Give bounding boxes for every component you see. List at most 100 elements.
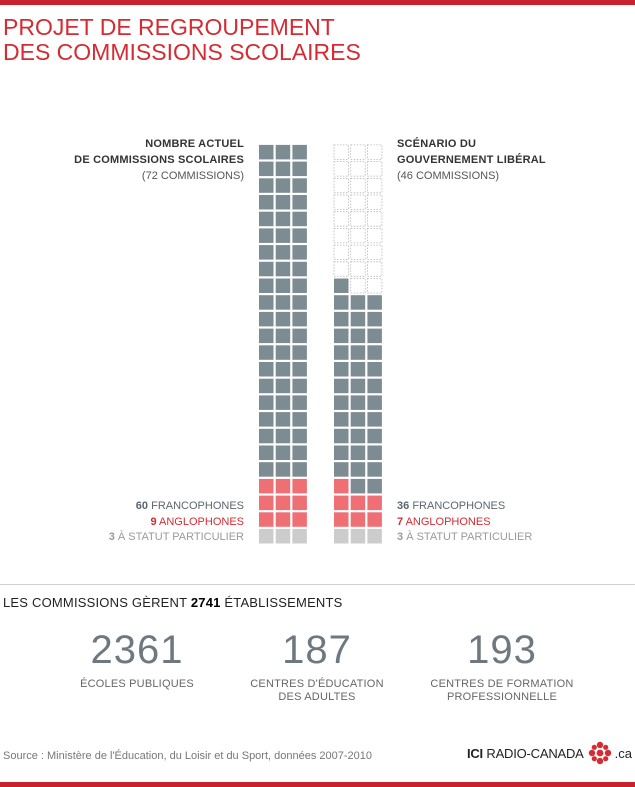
legend-scenario-francophones: 36 FRANCOPHONES	[397, 499, 532, 515]
empty-cell	[366, 194, 383, 210]
left-label-line-1: NOMBRE ACTUEL	[145, 138, 244, 150]
francophone-cell	[292, 412, 307, 427]
francophone-cell	[275, 144, 291, 160]
liberal-scenario-label: SCÉNARIO DU GOUVERNEMENT LIBÉRAL (46 COM…	[397, 136, 546, 184]
legend-current-francophones: 60 FRANCOPHONES	[109, 499, 244, 515]
establishments-suffix: ÉTABLISSEMENTS	[224, 595, 343, 610]
francophone-cell	[292, 311, 307, 327]
francophone-cell	[275, 278, 291, 293]
francophone-cell	[334, 378, 349, 394]
francophone-cell	[367, 378, 382, 394]
source-note: Source : Ministère de l'Éducation, du Lo…	[3, 750, 372, 762]
anglophone-cell	[259, 495, 274, 511]
francophone-cell	[275, 328, 291, 344]
empty-cell	[366, 144, 383, 160]
francophone-cell	[334, 295, 349, 310]
left-label-line-2: DE COMMISSIONS SCOLAIRES	[74, 154, 244, 166]
francophone-cell	[367, 362, 382, 377]
francophone-cell	[275, 295, 291, 310]
francophone-cell	[275, 211, 291, 227]
empty-cell	[333, 194, 349, 210]
francophone-cell	[350, 345, 366, 360]
francophone-cell	[292, 228, 307, 243]
francophone-cell	[367, 462, 382, 477]
stat-caption-line-1: CENTRES DE FORMATION	[430, 678, 574, 690]
francophone-cell	[292, 278, 307, 293]
waffle-charts	[259, 144, 383, 544]
empty-cell	[350, 227, 366, 244]
francophone-cell	[350, 428, 366, 444]
francophone-cell	[292, 245, 307, 260]
francophone-cell	[334, 345, 349, 360]
left-label-count: (72 COMMISSIONS)	[141, 170, 244, 182]
francophone-cell	[350, 295, 366, 310]
title-line-2: DES COMMISSIONS SCOLAIRES	[3, 39, 361, 65]
right-label-line-2: GOUVERNEMENT LIBÉRAL	[397, 154, 546, 166]
francophone-cell	[259, 278, 274, 293]
francophone-cell	[259, 328, 274, 344]
stat-caption: ÉCOLES PUBLIQUES	[57, 678, 217, 691]
logo-brand: RADIO-CANADA	[486, 745, 584, 761]
francophone-cell	[334, 462, 349, 477]
francophone-cell	[259, 362, 274, 377]
francophone-cell	[292, 328, 307, 344]
empty-cell	[366, 161, 383, 177]
anglophone-cell	[259, 512, 274, 527]
cbc-gem-icon	[588, 741, 611, 765]
francophone-cell	[259, 228, 274, 243]
francophone-cell	[334, 311, 349, 327]
francophone-cell	[275, 378, 291, 394]
francophone-cell	[259, 261, 274, 277]
empty-cell	[366, 261, 383, 277]
legend-value: 36	[397, 500, 410, 512]
stat-value: 193	[467, 628, 537, 672]
stat-caption: CENTRES D'ÉDUCATION DES ADULTES	[237, 678, 397, 704]
empty-cell	[366, 278, 383, 294]
francophone-cell	[350, 362, 366, 377]
establishments-prefix: LES COMMISSIONS GÈRENT	[3, 595, 188, 610]
legend-current: 60 FRANCOPHONES 9 ANGLOPHONES 3 À STATUT…	[109, 499, 244, 546]
francophone-cell	[275, 228, 291, 243]
special-status-cell	[275, 529, 291, 544]
francophone-cell	[259, 395, 274, 410]
empty-cell	[350, 278, 366, 294]
francophone-cell	[259, 311, 274, 327]
francophone-cell	[259, 345, 274, 360]
empty-cell	[333, 144, 349, 160]
empty-cell	[350, 211, 366, 227]
francophone-cell	[350, 328, 366, 344]
legend-value: 7	[397, 515, 404, 528]
francophone-cell	[275, 311, 291, 327]
francophone-cell	[367, 428, 382, 444]
francophone-cell	[275, 395, 291, 410]
legend-scenario-anglophones: 7 ANGLOPHONES	[397, 515, 532, 531]
francophone-cell	[259, 245, 274, 260]
francophone-cell	[259, 412, 274, 427]
francophone-cell	[334, 328, 349, 344]
francophone-cell	[292, 295, 307, 310]
francophone-cell	[259, 462, 274, 477]
francophone-cell	[367, 412, 382, 427]
francophone-cell	[367, 478, 382, 494]
empty-cell	[350, 144, 366, 160]
francophone-cell	[367, 328, 382, 344]
empty-cell	[350, 161, 366, 177]
logo-wordmark: ICI RADIO-CANADA	[467, 746, 584, 761]
francophone-cell	[350, 478, 366, 494]
francophone-cell	[292, 211, 307, 227]
special-status-cell	[367, 529, 382, 544]
radio-canada-logo[interactable]: ICI RADIO-CANADA .ca	[467, 740, 632, 766]
francophone-cell	[367, 345, 382, 360]
empty-cell	[366, 211, 383, 227]
francophone-cell	[259, 211, 274, 227]
anglophone-cell	[350, 512, 366, 527]
anglophone-cell	[275, 495, 291, 511]
francophone-cell	[292, 261, 307, 277]
stat-value: 2361	[90, 628, 184, 672]
legend-label: FRANCOPHONES	[412, 500, 506, 512]
empty-cell	[350, 244, 366, 261]
francophone-cell	[292, 362, 307, 377]
francophone-cell	[292, 395, 307, 410]
francophone-cell	[334, 278, 349, 293]
francophone-cell	[334, 362, 349, 377]
